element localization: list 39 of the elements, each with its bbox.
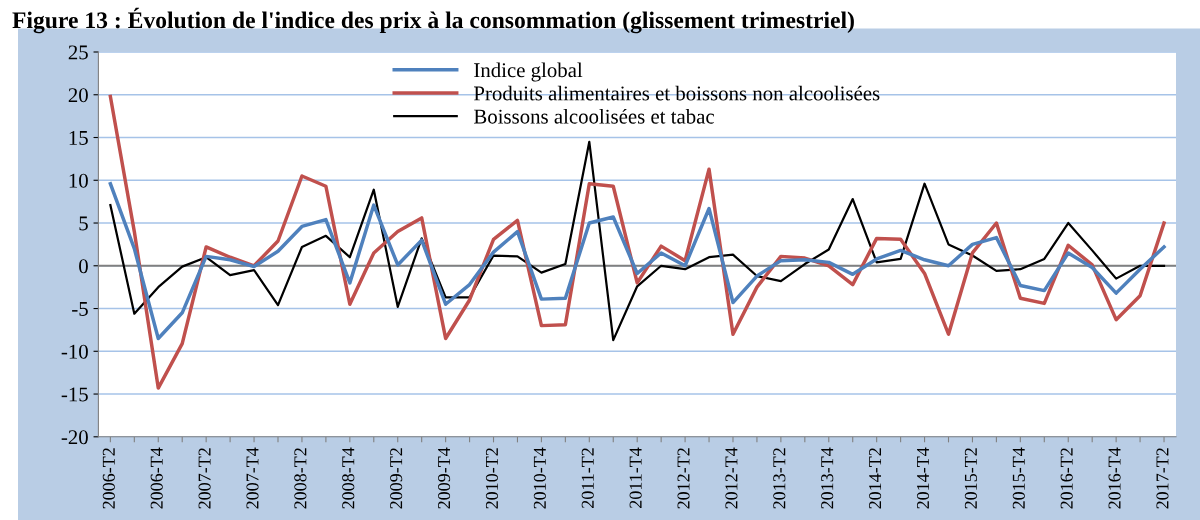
x-tick-label: 2016-T2 [1060, 448, 1073, 509]
x-tick-label: 2006-T4 [150, 447, 163, 509]
x-tick-label: 2010-T2 [485, 448, 499, 509]
x-tick-label: 2007-T2 [198, 448, 211, 509]
x-tick-label: 2007-T4 [246, 447, 259, 509]
y-tick-label: -10 [61, 344, 88, 359]
x-tick-label: 2015-T4 [1012, 447, 1025, 509]
chart-title: Figure 13 : Évolution de l'indice des prix à la consommation (glissement trimestriel) [12, 7, 854, 34]
y-tick-label: -15 [61, 387, 88, 402]
x-tick-label: 2011-T4 [629, 447, 642, 508]
legend-label: Indice global [474, 62, 583, 82]
x-tick-label: 2014-T4 [916, 447, 930, 509]
y-tick-label: -20 [61, 430, 88, 445]
y-tick-label: -5 [72, 302, 88, 316]
x-tick-label: 2013-T2 [773, 448, 786, 509]
y-tick-label: 5 [79, 216, 88, 231]
line-series [108, 181, 1166, 341]
legend-label: Produits alimentaires et boissons non alcoolisées [473, 85, 880, 101]
x-tick-label: 2016-T4 [1108, 447, 1121, 509]
x-tick-label: 2015-T2 [964, 448, 977, 509]
x-tick-label: 2009-T2 [390, 448, 403, 509]
x-tick-label: 2009-T4 [437, 447, 451, 509]
x-tick-label: 2012-T4 [725, 447, 738, 509]
y-tick-label: 25 [68, 45, 88, 60]
x-tick-label: 2010-T4 [533, 447, 546, 509]
x-tick-label: 2017-T2 [1156, 448, 1169, 509]
x-tick-label: 2008-T4 [342, 447, 355, 509]
x-tick-label: 2011-T2 [581, 448, 594, 508]
y-tick-label: 20 [68, 88, 88, 103]
y-tick-label: 15 [69, 130, 88, 145]
x-tick-label: 2008-T2 [294, 448, 307, 509]
x-tick-label: 2013-T4 [821, 447, 834, 509]
line-series [109, 140, 1166, 342]
legend-label: Boissons alcoolisées et tabac [473, 108, 715, 124]
x-tick-label: 2006-T2 [102, 448, 115, 509]
x-tick-label: 2014-T2 [869, 448, 882, 509]
y-tick-label: 10 [69, 173, 88, 188]
y-tick-label: 0 [79, 259, 88, 274]
x-tick-label: 2012-T2 [677, 448, 690, 509]
